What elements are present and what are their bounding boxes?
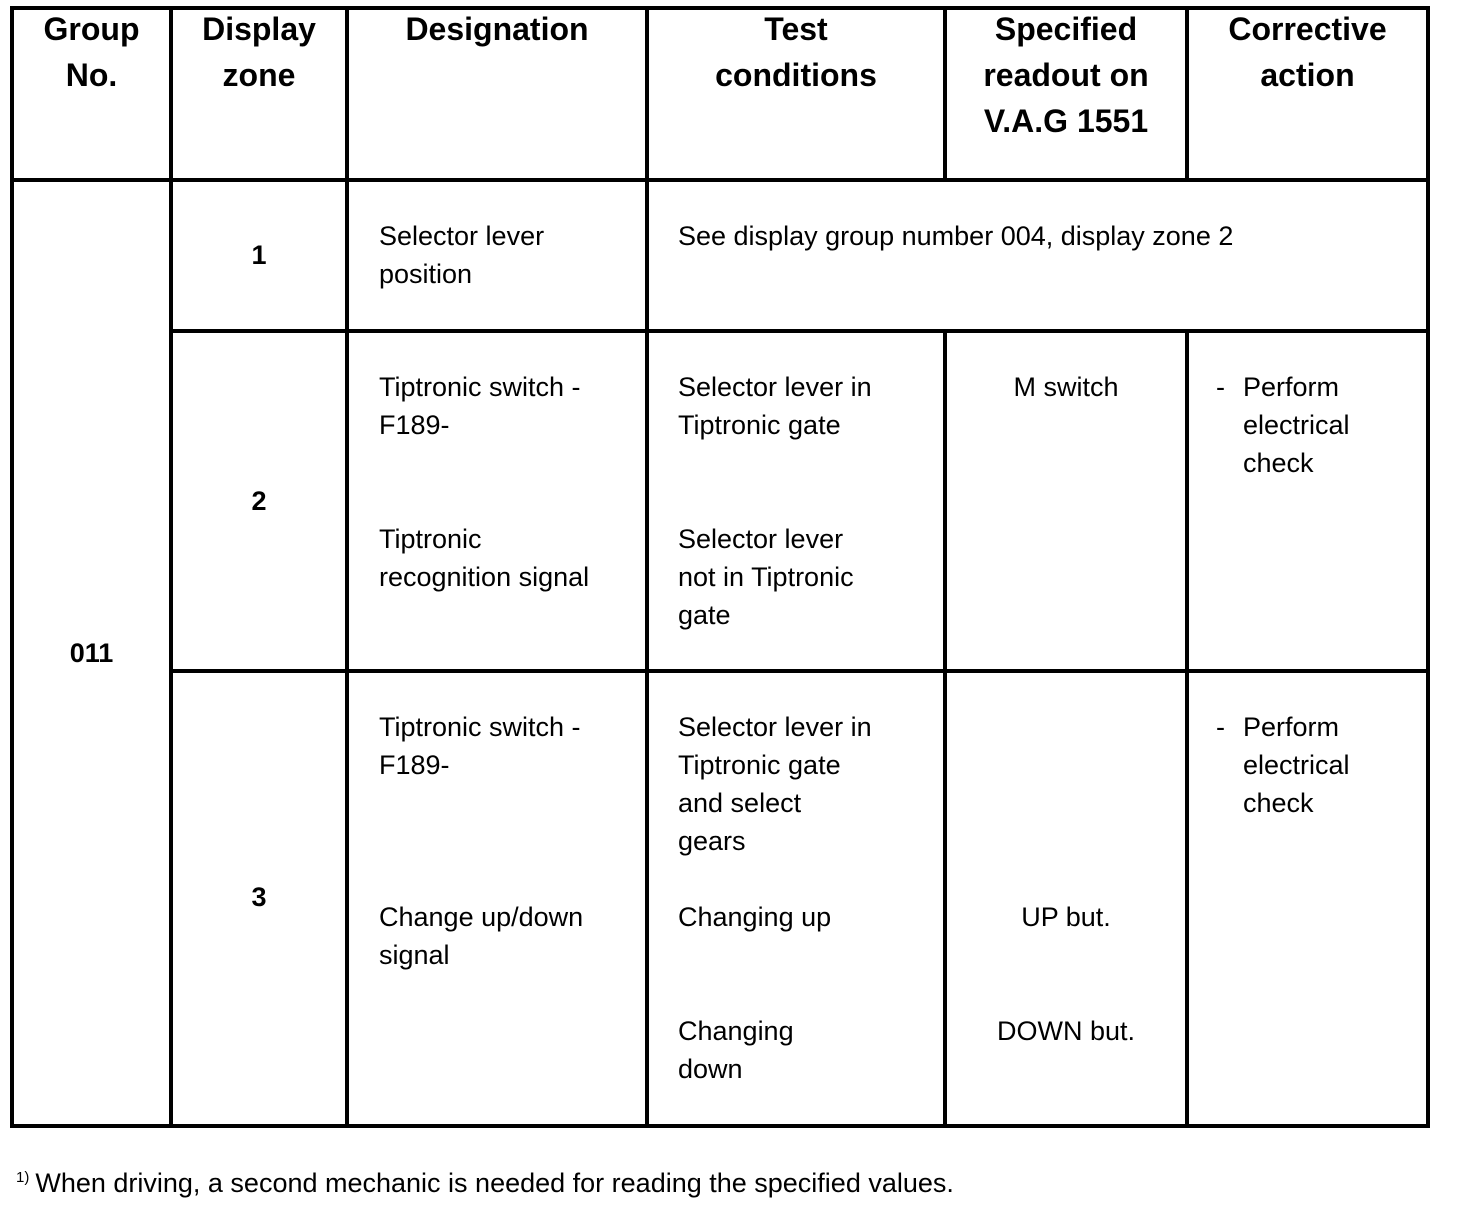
designation-3a: Tiptronic switch - F189- <box>379 712 581 780</box>
header-specified-readout: Specified readout on V.A.G 1551 <box>983 11 1149 139</box>
row-divider <box>170 669 1430 673</box>
footnote-text: When driving, a second mechanic is neede… <box>35 1168 954 1198</box>
readout-3c: DOWN but. <box>996 1016 1136 1046</box>
designation-3b: Change up/down signal <box>379 902 584 970</box>
header-designation: Designation <box>405 11 589 47</box>
table-border <box>10 6 1430 10</box>
test-condition-3b: Changing up <box>678 902 832 932</box>
corrective-action-2: Perform electrical check <box>1243 372 1350 478</box>
column-divider <box>345 6 349 1128</box>
display-zone-2: 2 <box>251 486 267 516</box>
column-divider <box>1185 6 1189 181</box>
action-dash-3: - <box>1216 712 1225 742</box>
footnote: 1) When driving, a second mechanic is nee… <box>16 1168 954 1199</box>
table-border <box>10 1124 1430 1128</box>
designation-1: Selector lever position <box>379 221 545 289</box>
action-dash-2: - <box>1216 372 1225 402</box>
column-divider <box>645 6 649 1128</box>
readout-3b: UP but. <box>1021 902 1111 932</box>
corrective-action-3: Perform electrical check <box>1243 712 1350 818</box>
display-zone-1: 1 <box>251 240 267 270</box>
column-divider <box>1185 329 1189 1128</box>
header-test-conditions: Test conditions <box>715 11 877 93</box>
row-divider <box>170 329 1430 333</box>
test-condition-3a: Selector lever in Tiptronic gate and sel… <box>678 712 872 856</box>
column-divider <box>169 6 173 1128</box>
designation-2a: Tiptronic switch - F189- <box>379 372 581 440</box>
column-divider <box>10 6 14 1128</box>
test-condition-2b: Selector lever not in Tiptronic gate <box>678 524 854 630</box>
merged-note-1: See display group number 004, display zo… <box>678 221 1234 251</box>
designation-2b: Tiptronic recognition signal <box>379 524 590 592</box>
header-corrective-action: Corrective action <box>1228 11 1387 93</box>
footnote-marker: 1) <box>16 1169 30 1186</box>
header-divider <box>10 178 1430 182</box>
group-number: 011 <box>69 638 114 668</box>
header-group-no: Group No. <box>43 11 140 93</box>
table-border <box>1426 6 1430 1128</box>
test-condition-3c: Changing down <box>678 1016 794 1084</box>
display-zone-3: 3 <box>251 882 267 912</box>
header-display-zone: Display zone <box>202 11 316 93</box>
column-divider <box>943 6 947 181</box>
readout-2a: M switch <box>1013 372 1119 402</box>
test-condition-2a: Selector lever in Tiptronic gate <box>678 372 872 440</box>
column-divider <box>943 329 947 1128</box>
